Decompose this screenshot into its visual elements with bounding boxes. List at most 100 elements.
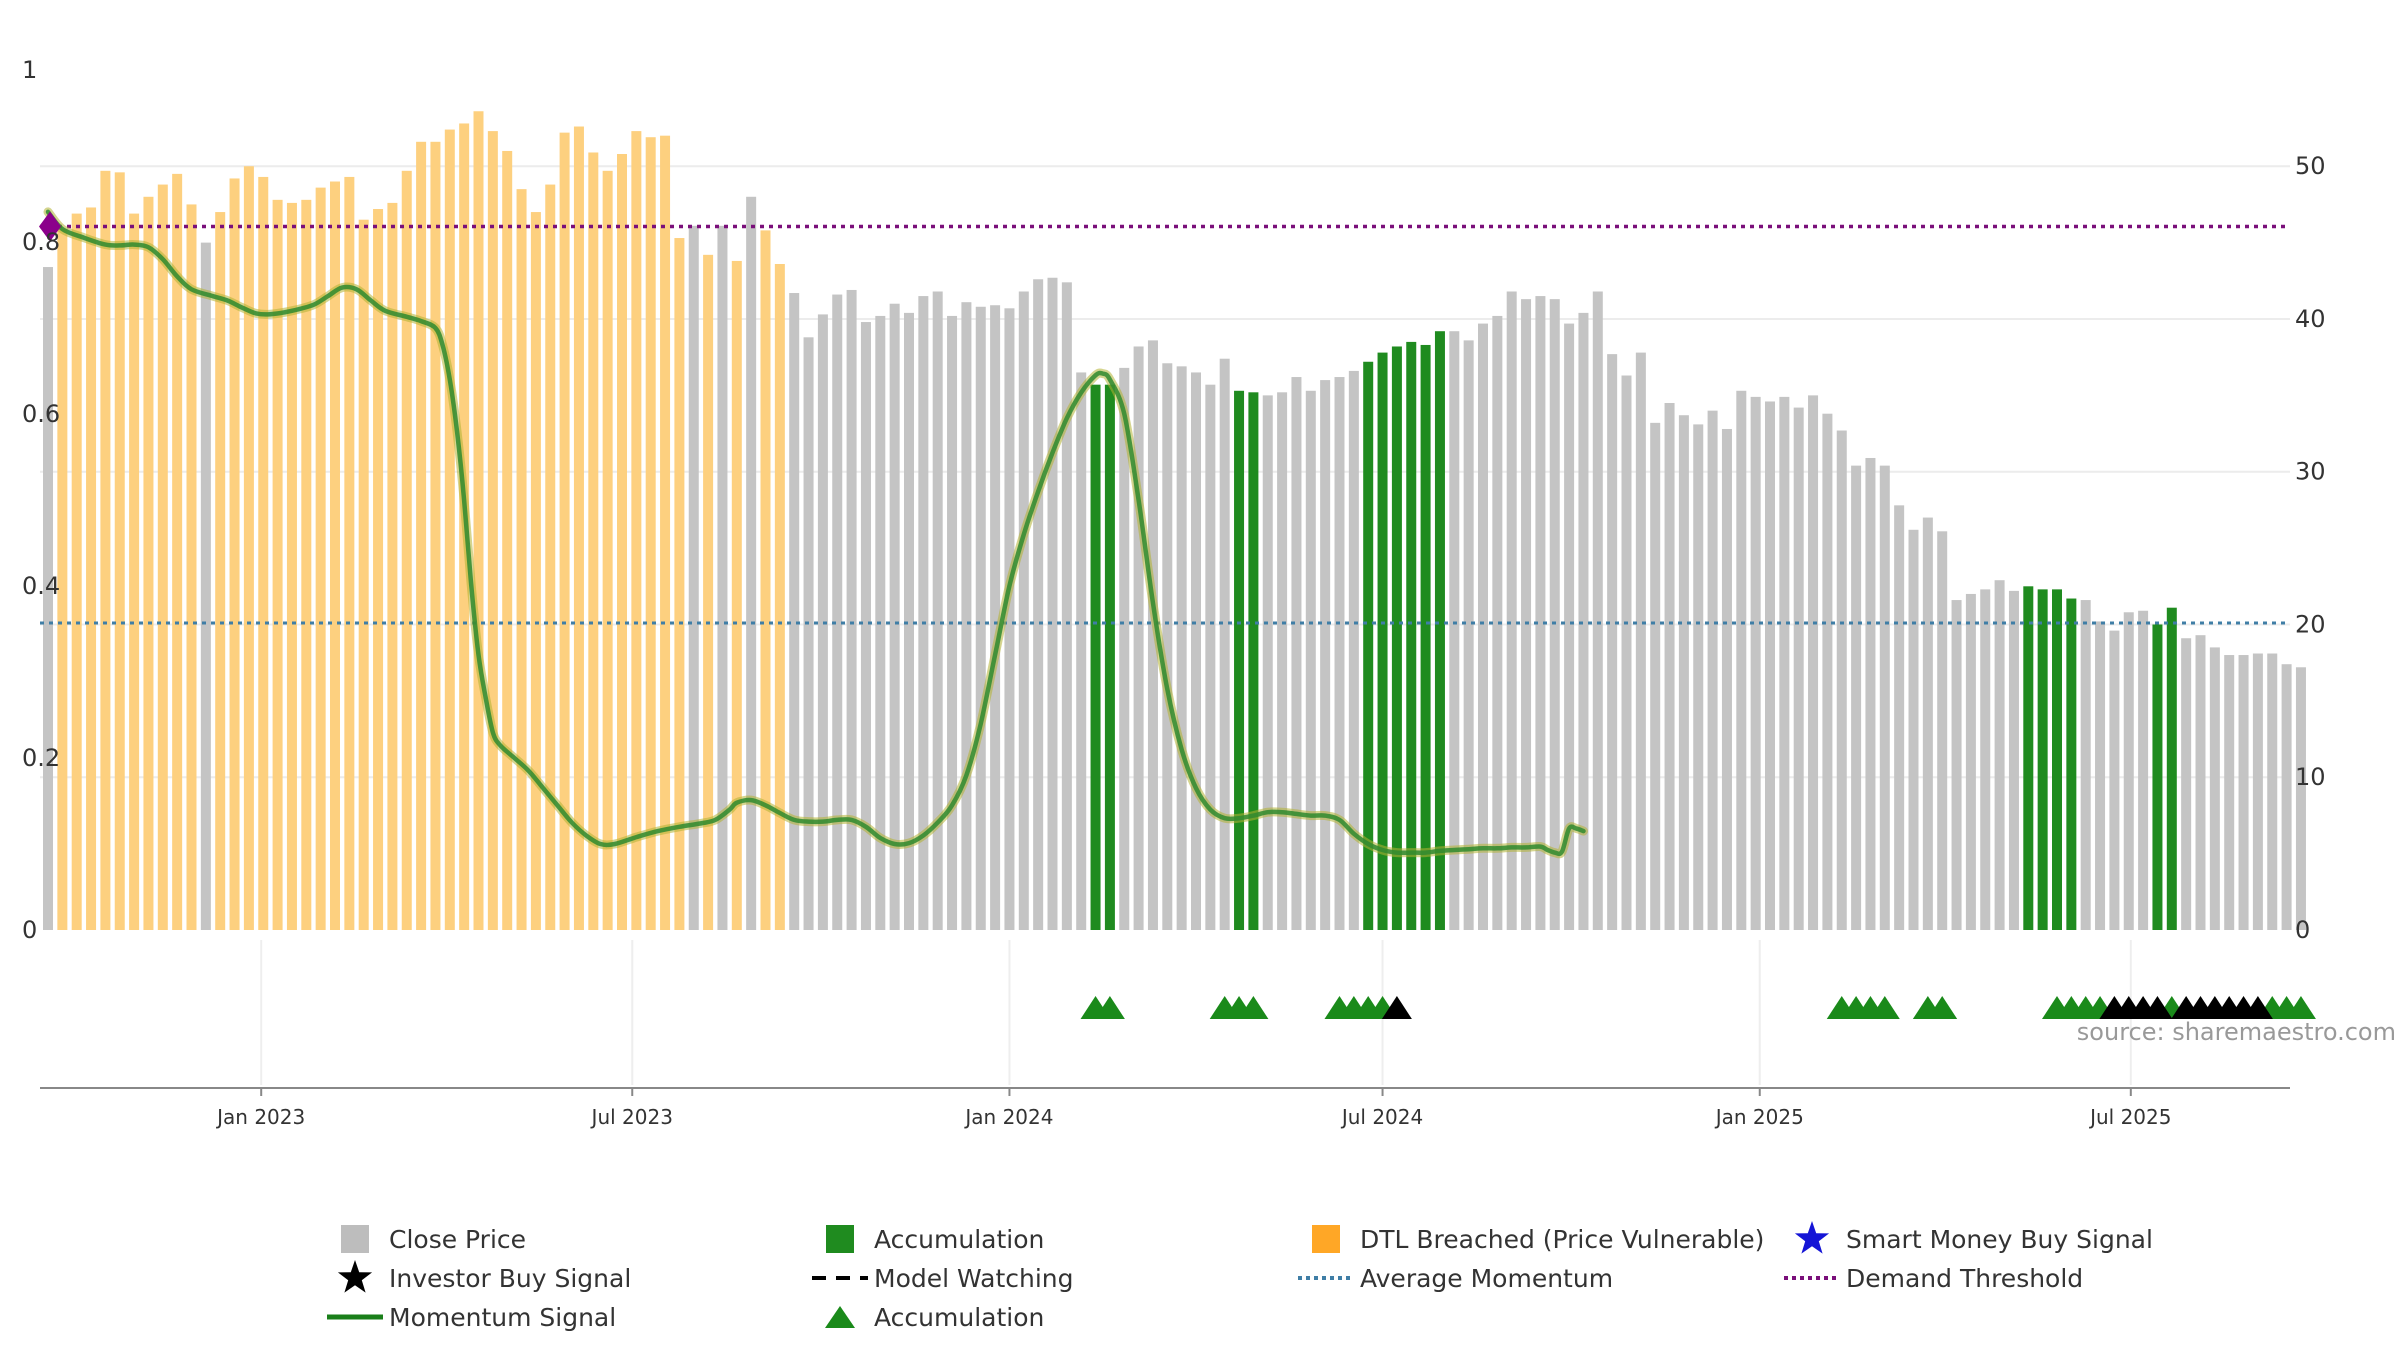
price-bar xyxy=(1219,358,1230,930)
left-axis-tick-label: 0.6 xyxy=(22,400,60,428)
price-bar xyxy=(2166,607,2177,930)
price-bar xyxy=(1736,390,1747,931)
legend-close-price: Close Price xyxy=(325,1222,526,1256)
price-bar xyxy=(1549,299,1560,931)
price-bar xyxy=(746,196,757,930)
price-bar xyxy=(1176,366,1187,930)
price-bar xyxy=(57,228,68,931)
price-bar xyxy=(344,176,355,930)
price-bar xyxy=(1965,593,1976,930)
legend-label: DTL Breached (Price Vulnerable) xyxy=(1360,1224,1765,1254)
price-bar xyxy=(1535,296,1546,931)
reference-lines xyxy=(40,224,2290,625)
price-bar xyxy=(975,306,986,930)
legend-momentum-signal: Momentum Signal xyxy=(325,1300,616,1334)
price-bar xyxy=(731,260,742,930)
legend-dtl-swatch xyxy=(1296,1222,1356,1256)
legend-accumulation-marker: Accumulation xyxy=(810,1300,1044,1334)
accumulation-marker xyxy=(1238,996,1269,1019)
price-bar xyxy=(1951,600,1962,930)
accumulation-marker xyxy=(1869,996,1900,1019)
price-bar xyxy=(1191,372,1201,930)
price-bar xyxy=(1018,291,1029,930)
x-axis-tick-label: Jul 2024 xyxy=(1340,1105,1423,1129)
price-bar xyxy=(832,294,843,930)
price-bar xyxy=(1908,529,1919,930)
price-bar xyxy=(1033,279,1044,931)
price-bar xyxy=(430,141,441,931)
legend-label: Close Price xyxy=(389,1224,527,1254)
price-bar xyxy=(2209,647,2220,930)
price-bar xyxy=(2224,655,2235,930)
price-bar xyxy=(71,213,82,931)
price-bar xyxy=(2195,635,2206,930)
price-bar xyxy=(774,263,785,930)
price-bar xyxy=(1348,370,1359,931)
price-bar xyxy=(617,154,627,930)
legend-label: Demand Threshold xyxy=(1846,1263,2084,1293)
price-bar xyxy=(1147,340,1158,930)
price-bar xyxy=(918,296,929,931)
price-bar xyxy=(157,184,168,931)
momentum-signal-line xyxy=(43,207,1588,859)
price-bar xyxy=(43,267,53,930)
price-bar xyxy=(961,302,972,931)
triangle-up-icon xyxy=(810,1300,870,1334)
legend-label: Accumulation xyxy=(874,1224,1045,1254)
price-bar xyxy=(573,126,584,930)
legend-average-momentum: Average Momentum xyxy=(1296,1261,1613,1295)
price-bar xyxy=(1865,457,1876,930)
legend-dotted-line xyxy=(1296,1261,1356,1295)
legend-close-price-swatch xyxy=(325,1222,385,1256)
price-bar xyxy=(516,189,527,930)
price-bar xyxy=(1234,390,1245,931)
legend-label: Model Watching xyxy=(874,1263,1074,1293)
investor-buy-marker xyxy=(2242,996,2273,1019)
price-bar xyxy=(1621,375,1632,930)
price-bar xyxy=(186,204,197,930)
right-axis-tick-label: 0 xyxy=(2295,916,2310,944)
price-bar xyxy=(760,230,771,931)
price-bar xyxy=(2152,624,2163,930)
price-bar xyxy=(100,170,111,931)
price-bar xyxy=(688,225,699,930)
price-bar xyxy=(1937,531,1948,930)
left-axis-tick-label: 0.4 xyxy=(22,572,60,600)
price-bar xyxy=(1320,380,1331,930)
price-bar xyxy=(904,312,914,930)
price-bar xyxy=(200,242,211,930)
price-bar xyxy=(2138,610,2149,930)
price-bar xyxy=(932,291,943,930)
price-bar xyxy=(286,202,297,930)
right-axis-tick-label: 30 xyxy=(2295,458,2326,486)
price-bar xyxy=(2080,600,2091,930)
price-bar xyxy=(803,337,814,930)
star-icon xyxy=(325,1260,385,1295)
x-axis-tick-label: Jul 2023 xyxy=(590,1105,673,1129)
price-bar xyxy=(1090,384,1101,931)
price-bar xyxy=(1478,323,1488,930)
price-bar xyxy=(330,181,340,930)
price-bar xyxy=(588,152,599,930)
legend-label: Smart Money Buy Signal xyxy=(1846,1224,2153,1254)
price-bar xyxy=(817,314,828,930)
price-bar xyxy=(2023,586,2034,930)
price-bar xyxy=(2008,590,2019,930)
price-bar xyxy=(1277,392,1288,930)
price-bar xyxy=(2281,664,2292,930)
price-bar xyxy=(1836,430,1847,930)
legend-investor-buy: Investor Buy Signal xyxy=(325,1260,631,1295)
price-bar xyxy=(502,150,513,930)
price-bar xyxy=(545,184,556,931)
price-bar xyxy=(1406,341,1417,931)
x-axis-tick-label: Jan 2024 xyxy=(963,1105,1053,1129)
legend-accumulation-swatch xyxy=(810,1222,870,1256)
price-bar xyxy=(387,202,398,930)
price-bar xyxy=(703,254,714,930)
x-axis-tick-label: Jan 2025 xyxy=(1714,1105,1804,1129)
price-bar xyxy=(990,305,1001,931)
price-bar xyxy=(1592,291,1603,930)
price-bar xyxy=(86,207,97,931)
